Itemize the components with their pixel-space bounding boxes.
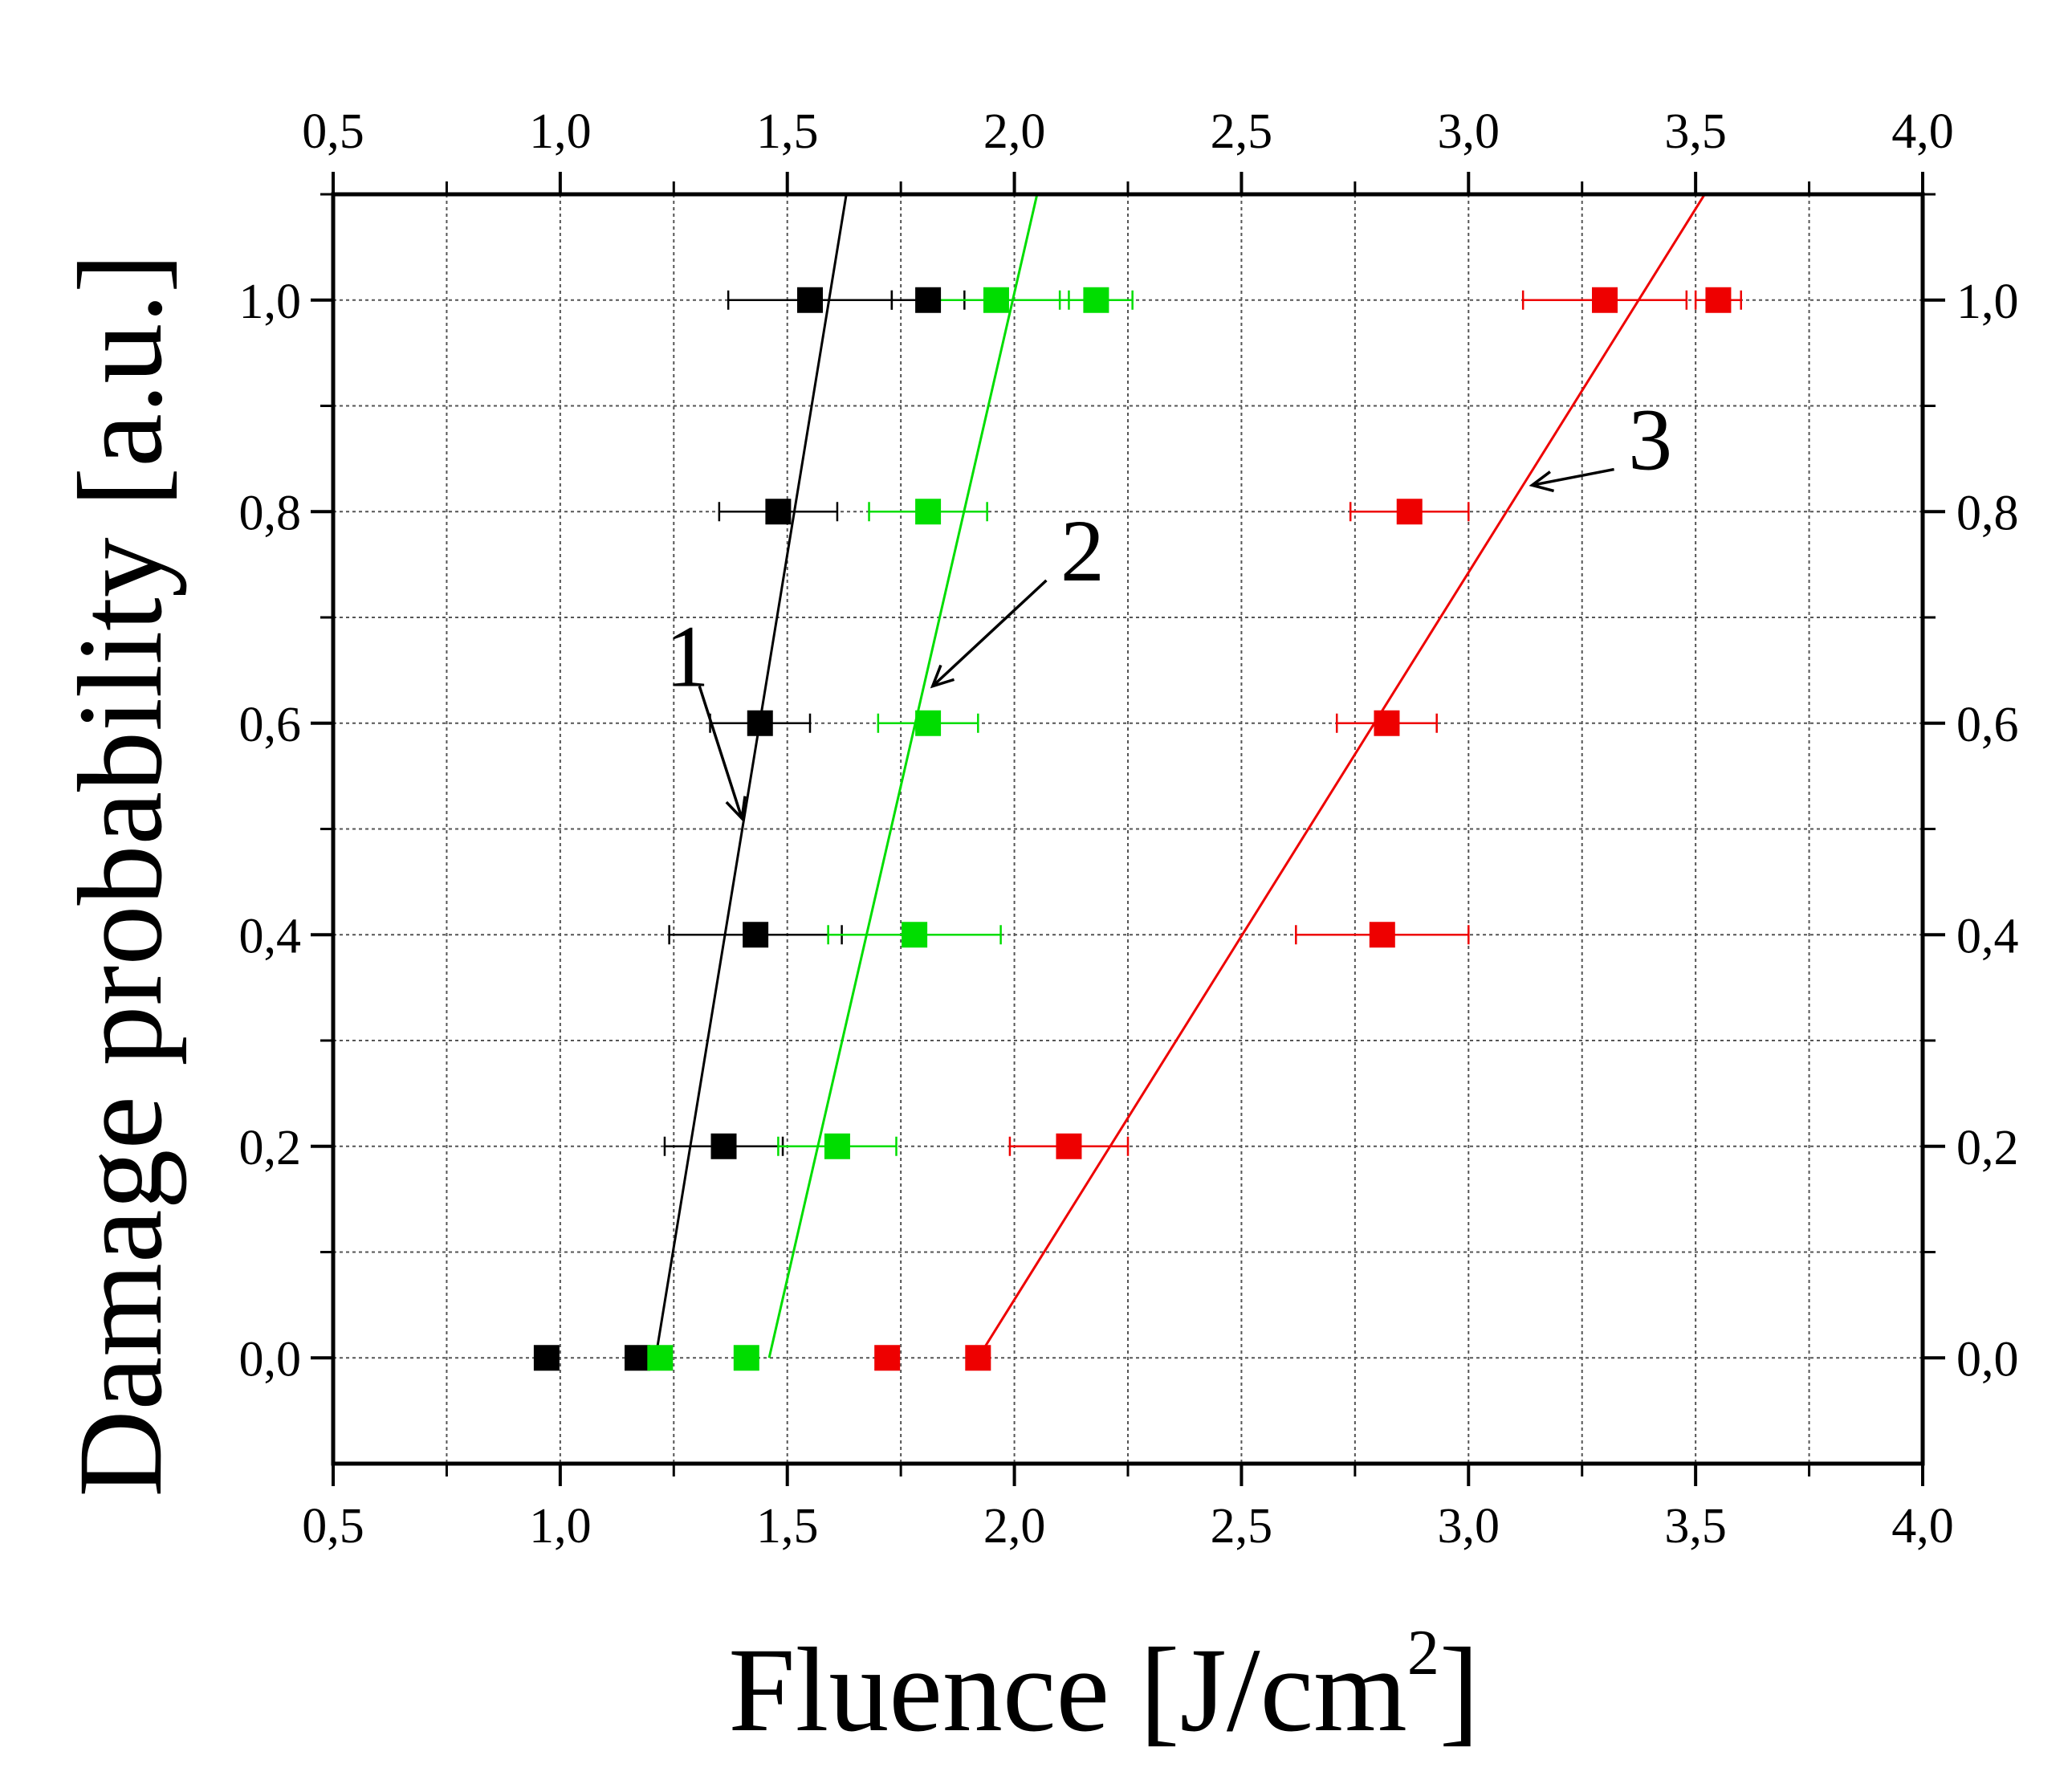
data-point-series-2 (915, 499, 942, 525)
data-point-series-2 (902, 922, 928, 948)
x-axis-title-close: ] (1439, 1623, 1480, 1757)
x-tick-label-bottom: 2,0 (983, 1499, 1046, 1554)
grid-layer (333, 194, 1923, 1464)
data-point-series-3 (1705, 287, 1732, 313)
x-tick-label-bottom: 0,5 (302, 1499, 364, 1554)
data-point-series-1 (747, 710, 773, 736)
data-point-series-3 (1374, 710, 1400, 736)
data-point-series-3 (1369, 922, 1395, 948)
y-tick-label-right: 0,6 (1956, 698, 2019, 752)
fit-lines (654, 193, 1706, 1359)
data-point-series-3 (874, 1345, 901, 1371)
x-tick-label-top: 1,5 (756, 104, 819, 159)
y-tick-label-right: 0,2 (1956, 1121, 2019, 1175)
x-axis-title-main: Fluence [J/cm (728, 1623, 1407, 1757)
y-tick-label-left: 0,8 (239, 486, 302, 540)
data-point-series-3 (1056, 1133, 1082, 1159)
y-tick-label-left: 0,0 (239, 1332, 302, 1387)
y-tick-label-left: 0,4 (239, 909, 302, 963)
x-tick-label-top: 3,0 (1438, 104, 1500, 159)
x-tick-label-top: 0,5 (302, 104, 364, 159)
annotation-arrow-line (698, 686, 743, 819)
curve-label-2: 2 (1060, 502, 1105, 600)
data-point-series-3 (965, 1345, 991, 1371)
annotation-arrow-line (931, 579, 1048, 687)
y-tick-label-right: 0,4 (1956, 909, 2019, 963)
data-point-series-1 (625, 1345, 651, 1371)
data-point-series-1 (915, 287, 942, 313)
x-tick-label-bottom: 1,0 (529, 1499, 592, 1554)
x-tick-label-bottom: 4,0 (1891, 1499, 1954, 1554)
data-point-series-3 (1396, 499, 1423, 525)
curve-annotations: 1 2 3 (666, 391, 1672, 822)
x-tick-label-bottom: 3,5 (1664, 1499, 1727, 1554)
annotation-arrow-head (725, 796, 747, 822)
y-tick-label-left: 0,6 (239, 698, 302, 752)
data-points (533, 287, 1732, 1371)
curve-label-1: 1 (666, 608, 710, 706)
y-tick-label-right: 0,8 (1956, 486, 2019, 540)
y-axis-title: Damage probability [a.u.] (54, 253, 187, 1497)
annotation-arrow-line (1532, 467, 1614, 487)
plot-frame (311, 172, 1945, 1486)
fit-line-1 (654, 193, 848, 1358)
data-point-series-2 (983, 287, 1009, 313)
x-axis-title-superscript: 2 (1407, 1618, 1439, 1688)
data-point-series-1 (797, 287, 823, 313)
tick-labels: 0,5 0,5 1,0 1,0 1,5 1,5 2,0 2,0 2,5 2,5 3,0 3,0 3,5 3… (239, 104, 2019, 1554)
x-tick-label-bottom: 1,5 (756, 1499, 819, 1554)
x-tick-label-top: 3,5 (1664, 104, 1727, 159)
data-point-series-2 (1083, 287, 1109, 313)
data-point-series-1 (710, 1133, 737, 1159)
data-point-series-2 (915, 710, 942, 736)
curve-label-3: 3 (1628, 391, 1672, 489)
x-tick-label-top: 2,0 (983, 104, 1046, 159)
x-axis-title: Fluence [J/cm2] (728, 1618, 1480, 1757)
y-tick-label-right: 1,0 (1956, 275, 2019, 329)
x-tick-label-top: 1,0 (529, 104, 592, 159)
y-tick-label-left: 0,2 (239, 1121, 302, 1175)
x-tick-label-bottom: 3,0 (1438, 1499, 1500, 1554)
data-point-series-1 (743, 922, 769, 948)
data-point-series-2 (824, 1133, 850, 1159)
annotation-arrow-head (930, 664, 955, 689)
data-point-series-2 (647, 1345, 674, 1371)
data-point-series-3 (1592, 287, 1618, 313)
data-point-series-2 (733, 1345, 759, 1371)
x-tick-label-top: 2,5 (1211, 104, 1273, 159)
fit-line-2 (767, 193, 1039, 1358)
x-tick-label-top: 4,0 (1891, 104, 1954, 159)
y-tick-label-left: 1,0 (239, 275, 302, 329)
annotation-arrow-head (1529, 470, 1554, 493)
x-tick-label-bottom: 2,5 (1211, 1499, 1273, 1554)
y-tick-label-right: 0,0 (1956, 1332, 2019, 1387)
data-point-series-1 (765, 499, 792, 525)
data-point-series-1 (533, 1345, 560, 1371)
fit-line-3 (977, 193, 1706, 1359)
